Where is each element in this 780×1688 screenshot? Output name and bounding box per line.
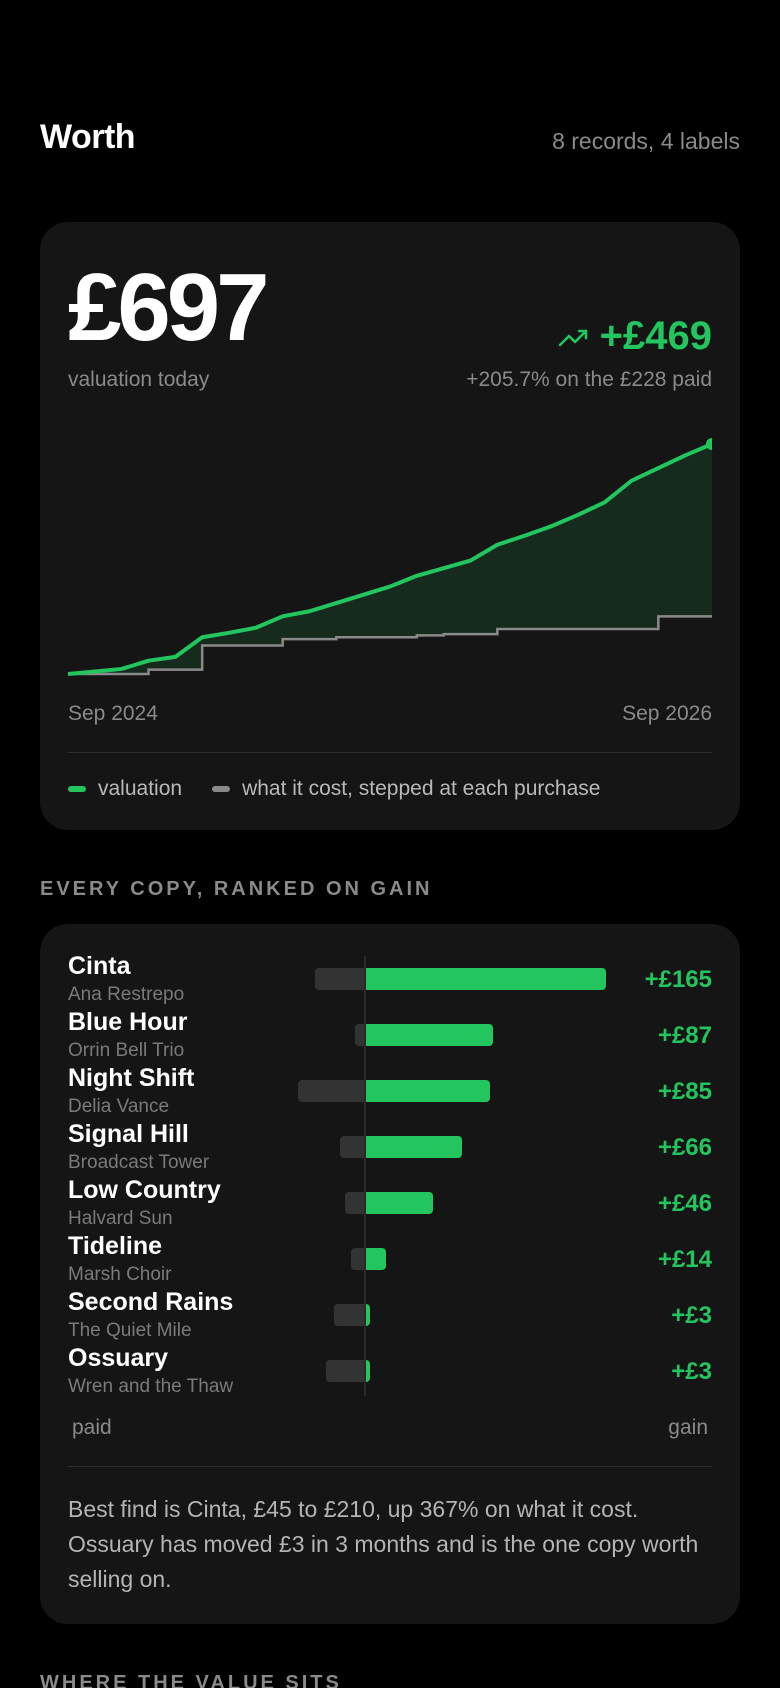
gain-caption: +205.7% on the £228 paid xyxy=(466,368,712,391)
gain-bar xyxy=(366,1304,371,1326)
paid-bar xyxy=(340,1136,364,1158)
valuation-chart xyxy=(68,438,712,676)
x-axis-start-label: Sep 2024 xyxy=(68,702,158,725)
gain-bar xyxy=(366,1192,433,1214)
gain-value: +£66 xyxy=(657,1134,712,1161)
record-artist: Marsh Choir xyxy=(68,1264,172,1285)
records-summary: 8 records, 4 labels xyxy=(552,128,740,154)
rank-row[interactable]: Blue Hour Orrin Bell Trio +£87 xyxy=(68,1008,712,1064)
record-artist: The Quiet Mile xyxy=(68,1320,192,1341)
divider xyxy=(68,752,712,753)
paid-bar xyxy=(355,1024,364,1046)
zero-axis-line xyxy=(364,956,366,1396)
gain-bar xyxy=(366,968,606,990)
page-title: Worth xyxy=(40,118,136,156)
record-artist: Delia Vance xyxy=(68,1096,170,1117)
divider xyxy=(68,1466,712,1467)
record-artist: Orrin Bell Trio xyxy=(68,1040,185,1061)
chart-legend: valuation what it cost, stepped at each … xyxy=(68,777,630,801)
gain-value: +£3 xyxy=(671,1302,712,1329)
record-title: Signal Hill xyxy=(68,1120,189,1148)
gain-summary: +£469 xyxy=(558,314,712,359)
gain-amount: +£469 xyxy=(599,314,712,358)
gain-bar xyxy=(366,1360,371,1382)
section-label-ranking: EVERY COPY, RANKED ON GAIN xyxy=(40,878,433,900)
latest-value-point xyxy=(706,438,712,450)
record-artist: Halvard Sun xyxy=(68,1208,173,1229)
column-label-gain: gain xyxy=(668,1416,708,1439)
gain-value: +£3 xyxy=(671,1358,712,1385)
paid-bar xyxy=(344,1192,364,1214)
record-artist: Wren and the Thaw xyxy=(68,1376,234,1397)
gain-value: +£85 xyxy=(657,1078,712,1105)
paid-bar xyxy=(298,1080,364,1102)
legend-item-valuation: valuation xyxy=(68,777,182,801)
paid-bar xyxy=(333,1304,364,1326)
trend-up-icon xyxy=(558,329,587,346)
gain-bar xyxy=(366,1136,462,1158)
record-title: Blue Hour xyxy=(68,1008,188,1036)
record-artist: Ana Restrepo xyxy=(68,984,185,1005)
gain-bar xyxy=(366,1248,387,1270)
paid-bar xyxy=(315,968,364,990)
legend-swatch-valuation xyxy=(68,786,86,792)
section-label-value-distribution: WHERE THE VALUE SITS xyxy=(40,1672,342,1688)
gain-bar xyxy=(366,1080,490,1102)
column-label-paid: paid xyxy=(72,1416,112,1439)
series-line-cost xyxy=(68,615,712,676)
gain-value: +£14 xyxy=(657,1246,712,1273)
gain-value: +£46 xyxy=(657,1190,712,1217)
valuation-caption: valuation today xyxy=(68,368,210,391)
record-title: Low Country xyxy=(68,1176,221,1204)
rank-row[interactable]: Low Country Halvard Sun +£46 xyxy=(68,1176,712,1232)
paid-bar xyxy=(351,1248,364,1270)
ranking-card: Cinta Ana Restrepo +£165 Blue Hour Orrin Bel… xyxy=(40,924,740,1624)
paid-bar xyxy=(326,1360,364,1382)
record-title: Cinta xyxy=(68,952,131,980)
record-title: Night Shift xyxy=(68,1064,195,1092)
x-axis-end-label: Sep 2026 xyxy=(622,702,712,725)
rank-row[interactable]: Tideline Marsh Choir +£14 xyxy=(68,1232,712,1288)
rank-row[interactable]: Second Rains The Quiet Mile +£3 xyxy=(68,1288,712,1344)
legend-item-cost: what it cost, stepped at each purchase xyxy=(212,777,600,801)
rank-row[interactable]: Night Shift Delia Vance +£85 xyxy=(68,1064,712,1120)
rank-row[interactable]: Signal Hill Broadcast Tower +£66 xyxy=(68,1120,712,1176)
record-artist: Broadcast Tower xyxy=(68,1152,210,1173)
series-line-valuation xyxy=(68,442,712,676)
gain-area xyxy=(68,444,712,674)
header: Worth 8 records, 4 labels xyxy=(40,118,740,158)
gain-value: +£165 xyxy=(644,966,712,993)
record-title: Tideline xyxy=(68,1232,163,1260)
gain-value: +£87 xyxy=(657,1022,712,1049)
ranking-summary: Best find is Cinta, £45 to £210, up 367%… xyxy=(68,1496,699,1592)
valuation-card: £697 valuation today +£469 +205.7% on th… xyxy=(40,222,740,830)
record-title: Ossuary xyxy=(68,1344,169,1372)
legend-label-cost: what it cost, stepped at each purchase xyxy=(242,777,601,800)
rank-row[interactable]: Ossuary Wren and the Thaw +£3 xyxy=(68,1344,712,1400)
valuation-amount: £697 xyxy=(68,254,270,361)
record-title: Second Rains xyxy=(68,1288,234,1316)
legend-swatch-cost xyxy=(212,786,231,792)
gain-bar xyxy=(366,1024,493,1046)
rank-row[interactable]: Cinta Ana Restrepo +£165 xyxy=(68,952,712,1008)
legend-label-valuation: valuation xyxy=(98,777,183,800)
